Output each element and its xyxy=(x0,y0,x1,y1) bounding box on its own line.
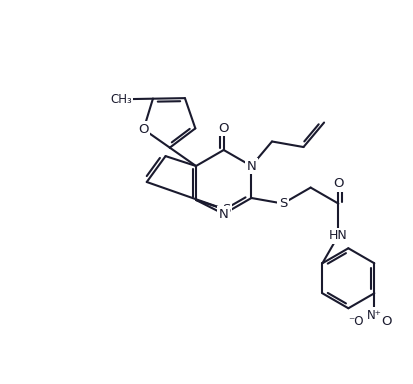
Text: N⁺: N⁺ xyxy=(367,309,382,322)
Text: O: O xyxy=(218,121,229,134)
Text: O: O xyxy=(333,177,344,190)
Text: N: N xyxy=(247,159,256,172)
Text: N: N xyxy=(219,207,228,220)
Text: HN: HN xyxy=(329,229,348,242)
Text: S: S xyxy=(279,197,287,210)
Text: CH₃: CH₃ xyxy=(110,93,132,106)
Text: O: O xyxy=(381,315,392,328)
Text: O: O xyxy=(138,123,149,136)
Text: S: S xyxy=(222,204,230,217)
Text: ⁻O: ⁻O xyxy=(349,315,364,328)
